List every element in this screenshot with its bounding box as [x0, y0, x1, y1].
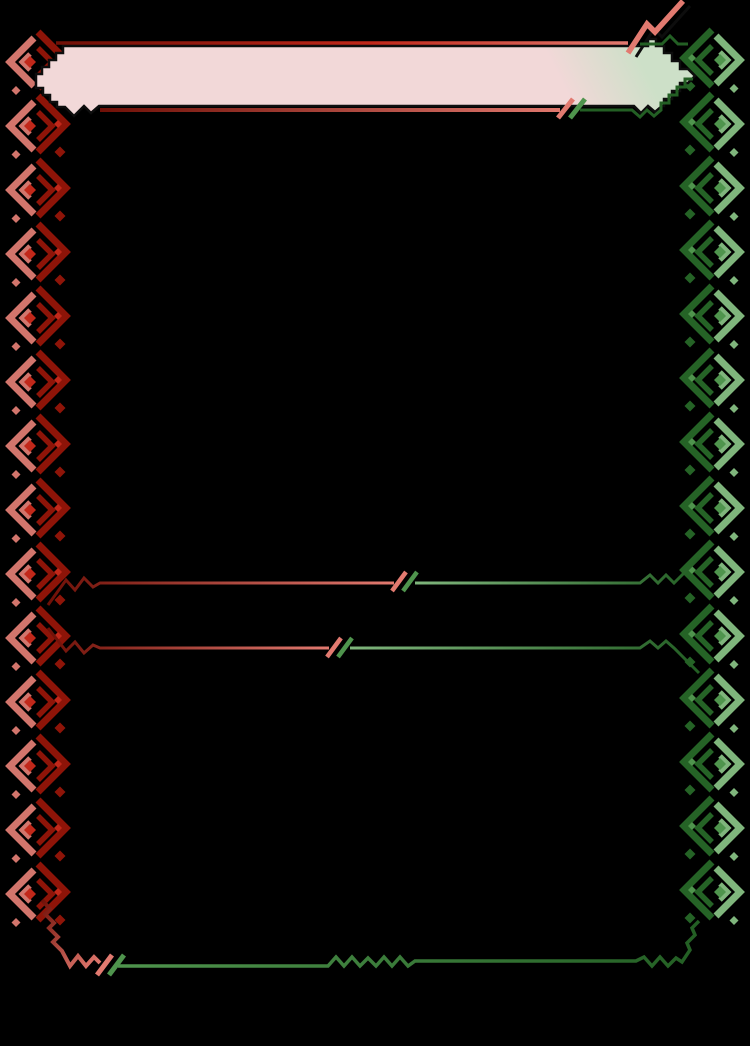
divider-line-2	[46, 627, 701, 675]
slash-tick-green	[107, 953, 126, 977]
banner-bottom-rule-green	[580, 77, 693, 120]
slash-tick-green	[401, 570, 419, 593]
bottom-green-rule	[118, 919, 701, 969]
slash-tick-red	[390, 570, 408, 593]
slash-tick-red	[95, 953, 114, 977]
divider-1-green-segment	[415, 556, 701, 586]
divider-line-1	[46, 556, 701, 606]
bottom-rule	[40, 898, 701, 977]
slash-tick-red	[325, 636, 343, 659]
slash-tick-red	[556, 97, 575, 120]
corner-lightning-accent	[625, 0, 686, 55]
banner-fill	[34, 37, 697, 118]
divider-2-green-segment	[350, 639, 701, 675]
banner-top-rule-green	[640, 33, 688, 46]
title-banner	[34, 0, 697, 120]
slash-tick-green	[336, 636, 354, 659]
bottom-left-red-tail	[40, 898, 102, 970]
divider-1-red-segment	[46, 575, 394, 606]
divider-2-red-segment	[46, 627, 329, 656]
slash-tick-green	[568, 97, 587, 120]
